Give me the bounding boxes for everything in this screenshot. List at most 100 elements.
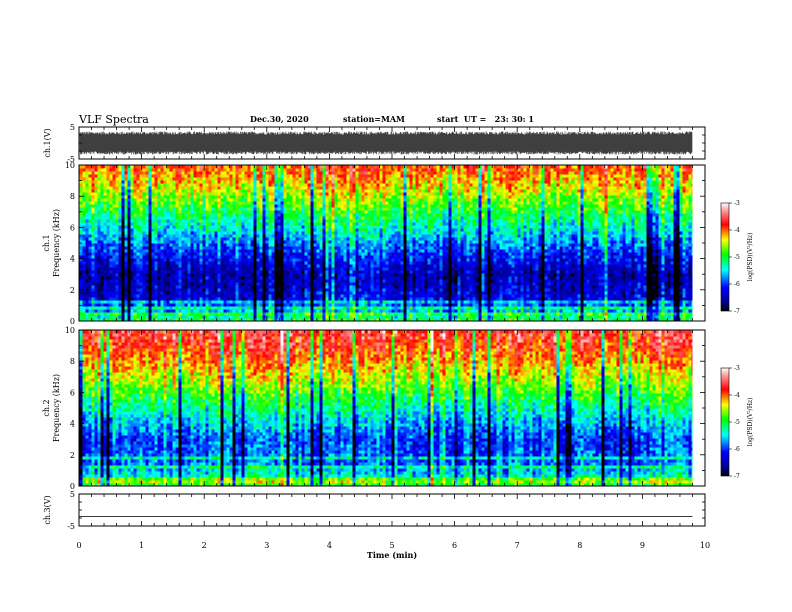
ch1-spectrogram-cell <box>191 205 194 208</box>
ch1-spectrogram-cell <box>287 208 290 211</box>
ch1-spectrogram-cell <box>533 202 536 205</box>
ch1-spectrogram-cell <box>527 184 530 187</box>
ch1-spectrogram-cell <box>263 232 266 235</box>
ch1-spectrogram-cell <box>119 226 122 229</box>
ch1-spectrogram-cell <box>371 217 374 220</box>
ch1-spectrogram-cell <box>446 187 449 190</box>
ch1-spectrogram-cell <box>110 196 113 199</box>
ch1-spectrogram-cell <box>179 178 182 181</box>
ch1-spectrogram-cell <box>281 202 284 205</box>
ch1-spectrogram-cell <box>596 193 599 196</box>
ch1-spectrogram-cell <box>173 172 176 175</box>
ch1-spectrogram-cell <box>638 208 641 211</box>
ch1-spectrogram-cell <box>185 235 188 238</box>
ch1-spectrogram-cell <box>398 169 401 172</box>
ch1-spectrogram-cell <box>401 172 404 175</box>
ch1-spectrogram-cell <box>374 178 377 181</box>
ch1-spectrogram-cell <box>677 199 680 202</box>
ch1-spectrogram-cell <box>110 193 113 196</box>
ch1-spectrogram-cell <box>551 205 554 208</box>
ch1-spectrogram-cell <box>395 190 398 193</box>
ch1-spectrogram-cell <box>191 190 194 193</box>
ch1-spectrogram-cell <box>674 187 677 190</box>
ch1-spectrogram-cell <box>389 226 392 229</box>
ch1-spectrogram-cell <box>671 205 674 208</box>
ch1-spectrogram-cell <box>191 217 194 220</box>
ch1-spectrogram-cell <box>119 232 122 235</box>
ch1-spectrogram-cell <box>119 178 122 181</box>
ch1-spectrogram-cell <box>581 175 584 178</box>
ch1-spectrogram-cell <box>155 211 158 214</box>
ch1-spectrogram-cell <box>197 226 200 229</box>
ch1-spectrogram-cell <box>176 223 179 226</box>
ch1-spectrogram-cell <box>545 184 548 187</box>
ch1-spectrogram-cell <box>440 175 443 178</box>
ch1-spectrogram-cell <box>512 181 515 184</box>
ch1-spectrogram-cell <box>284 187 287 190</box>
ch1-spectrogram-cell <box>170 190 173 193</box>
ch1-spectrogram-cell <box>347 205 350 208</box>
ch1-spectrogram-cell <box>374 190 377 193</box>
ch1-spectrogram-cell <box>257 175 260 178</box>
ch1-spectrogram-cell <box>362 202 365 205</box>
ch1-spectrogram-cell <box>509 232 512 235</box>
ch1-spectrogram-cell <box>455 208 458 211</box>
ch1-spectrogram-cell <box>488 235 491 238</box>
ch1-spectrogram-cell <box>296 175 299 178</box>
ch1-spectrogram-cell <box>692 217 693 220</box>
ch1-spectrogram-cell <box>269 229 272 232</box>
ch1-spectrogram-cell <box>488 205 491 208</box>
ch1-spectrogram-cell <box>95 232 98 235</box>
ch1-spectrogram-cell <box>92 196 95 199</box>
ch1-spectrogram-cell <box>278 217 281 220</box>
ch1-spectrogram-cell <box>263 211 266 214</box>
ch1-spectrogram-cell <box>623 175 626 178</box>
ch1-spectrogram-cell <box>146 235 149 238</box>
ch1-spectrogram-cell <box>395 217 398 220</box>
ch1-spectrogram-cell <box>383 232 386 235</box>
ch1-spectrogram-cell <box>389 229 392 232</box>
ch1-spectrogram-cell <box>407 172 410 175</box>
ch1-spectrogram-cell <box>326 175 329 178</box>
ch1-spectrogram-cell <box>461 211 464 214</box>
ch1-spectrogram-cell <box>404 193 407 196</box>
ch1-spectrogram-cell <box>125 217 128 220</box>
ch1-spectrogram-cell <box>380 205 383 208</box>
ch1-spectrogram-cell <box>356 229 359 232</box>
ch1-spectrogram-cell <box>245 169 248 172</box>
ch1-spectrogram-cell <box>137 220 140 223</box>
ch1-spectrogram-cell <box>500 208 503 211</box>
ch1-spectrogram-cell <box>113 211 116 214</box>
ch1-spectrogram-cell <box>578 202 581 205</box>
ch1-spectrogram-cell <box>686 214 689 217</box>
ch1-spectrogram-cell <box>527 235 530 238</box>
ch1-spectrogram-cell <box>269 178 272 181</box>
ch1-spectrogram-cell <box>86 190 89 193</box>
ch1-spectrogram-cell <box>158 211 161 214</box>
ch1-spectrogram-cell <box>506 166 509 169</box>
ch1-spectrogram-cell <box>446 184 449 187</box>
ch1-spectrogram-cell <box>626 187 629 190</box>
ch1-spectrogram-cell <box>650 181 653 184</box>
ch1-spectrogram-cell <box>176 205 179 208</box>
ch1-spectrogram-cell <box>560 196 563 199</box>
ch1-spectrogram-cell <box>347 235 350 238</box>
ch1-spectrogram-cell <box>104 205 107 208</box>
ch1-spectrogram-cell <box>260 229 263 232</box>
ch1-spectrogram-cell <box>461 205 464 208</box>
ch1-spectrogram-cell <box>134 217 137 220</box>
ch1-spectrogram-cell <box>608 190 611 193</box>
ch1-spectrogram-cell <box>125 190 128 193</box>
ch1-spectrogram-cell <box>524 232 527 235</box>
ch1-spectrogram-cell <box>164 178 167 181</box>
ch1-spectrogram-cell <box>512 217 515 220</box>
ch1-spectrogram-cell <box>443 184 446 187</box>
ch1-spectrogram-cell <box>683 220 686 223</box>
ch1-spectrogram-cell <box>317 196 320 199</box>
ch1-spectrogram-cell <box>248 202 251 205</box>
ch1-spectrogram-cell <box>476 214 479 217</box>
ch1-spectrogram-cell <box>86 193 89 196</box>
ch1-spectrogram-cell <box>242 187 245 190</box>
ch1-spectrogram-cell <box>239 205 242 208</box>
ch1-spectrogram-cell <box>485 226 488 229</box>
